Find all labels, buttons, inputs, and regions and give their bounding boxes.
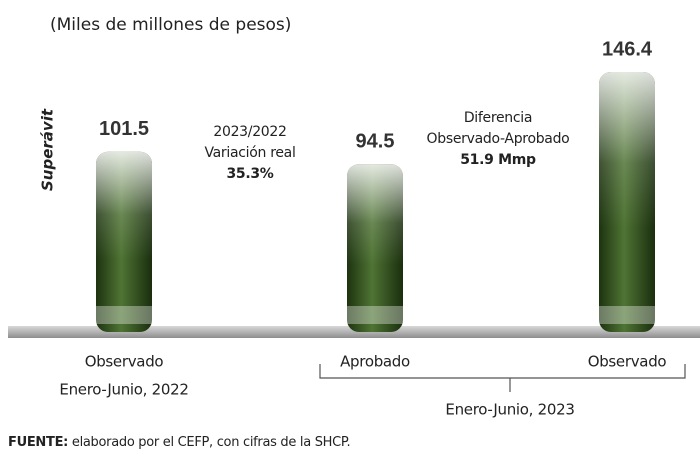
annotation: 51.9 Mmp bbox=[460, 152, 536, 168]
group-bracket bbox=[319, 364, 686, 392]
bar-band bbox=[96, 306, 152, 324]
bar-band bbox=[347, 306, 403, 324]
floor bbox=[8, 326, 700, 338]
bar-band bbox=[599, 306, 655, 324]
x-tick-label: Aprobado bbox=[340, 353, 410, 371]
bar-shine bbox=[96, 151, 152, 332]
annotation: Diferencia bbox=[464, 110, 532, 126]
value-label: 94.5 bbox=[356, 130, 395, 152]
annotation: Observado-Aprobado bbox=[427, 131, 570, 147]
source-text: elaborado por el CEFP, con cifras de la … bbox=[68, 435, 350, 450]
source-label: FUENTE: bbox=[8, 435, 68, 450]
group-label: Enero-Junio, 2022 bbox=[59, 381, 188, 399]
x-tick-label: Observado bbox=[85, 353, 164, 371]
y-axis-label: Superávit bbox=[39, 108, 57, 191]
bar-shine bbox=[347, 164, 403, 332]
value-label: 146.4 bbox=[602, 38, 653, 60]
bar-shine bbox=[599, 72, 655, 332]
subtitle: (Miles de millones de pesos) bbox=[50, 15, 291, 35]
x-tick-label: Observado bbox=[588, 353, 667, 371]
annotation: Variación real bbox=[204, 145, 295, 161]
annotation: 35.3% bbox=[226, 166, 273, 182]
value-label: 101.5 bbox=[99, 118, 149, 140]
annotation: 2023/2022 bbox=[213, 124, 286, 140]
source: FUENTE: elaborado por el CEFP, con cifra… bbox=[8, 435, 350, 450]
group-label: Enero-Junio, 2023 bbox=[445, 401, 574, 419]
